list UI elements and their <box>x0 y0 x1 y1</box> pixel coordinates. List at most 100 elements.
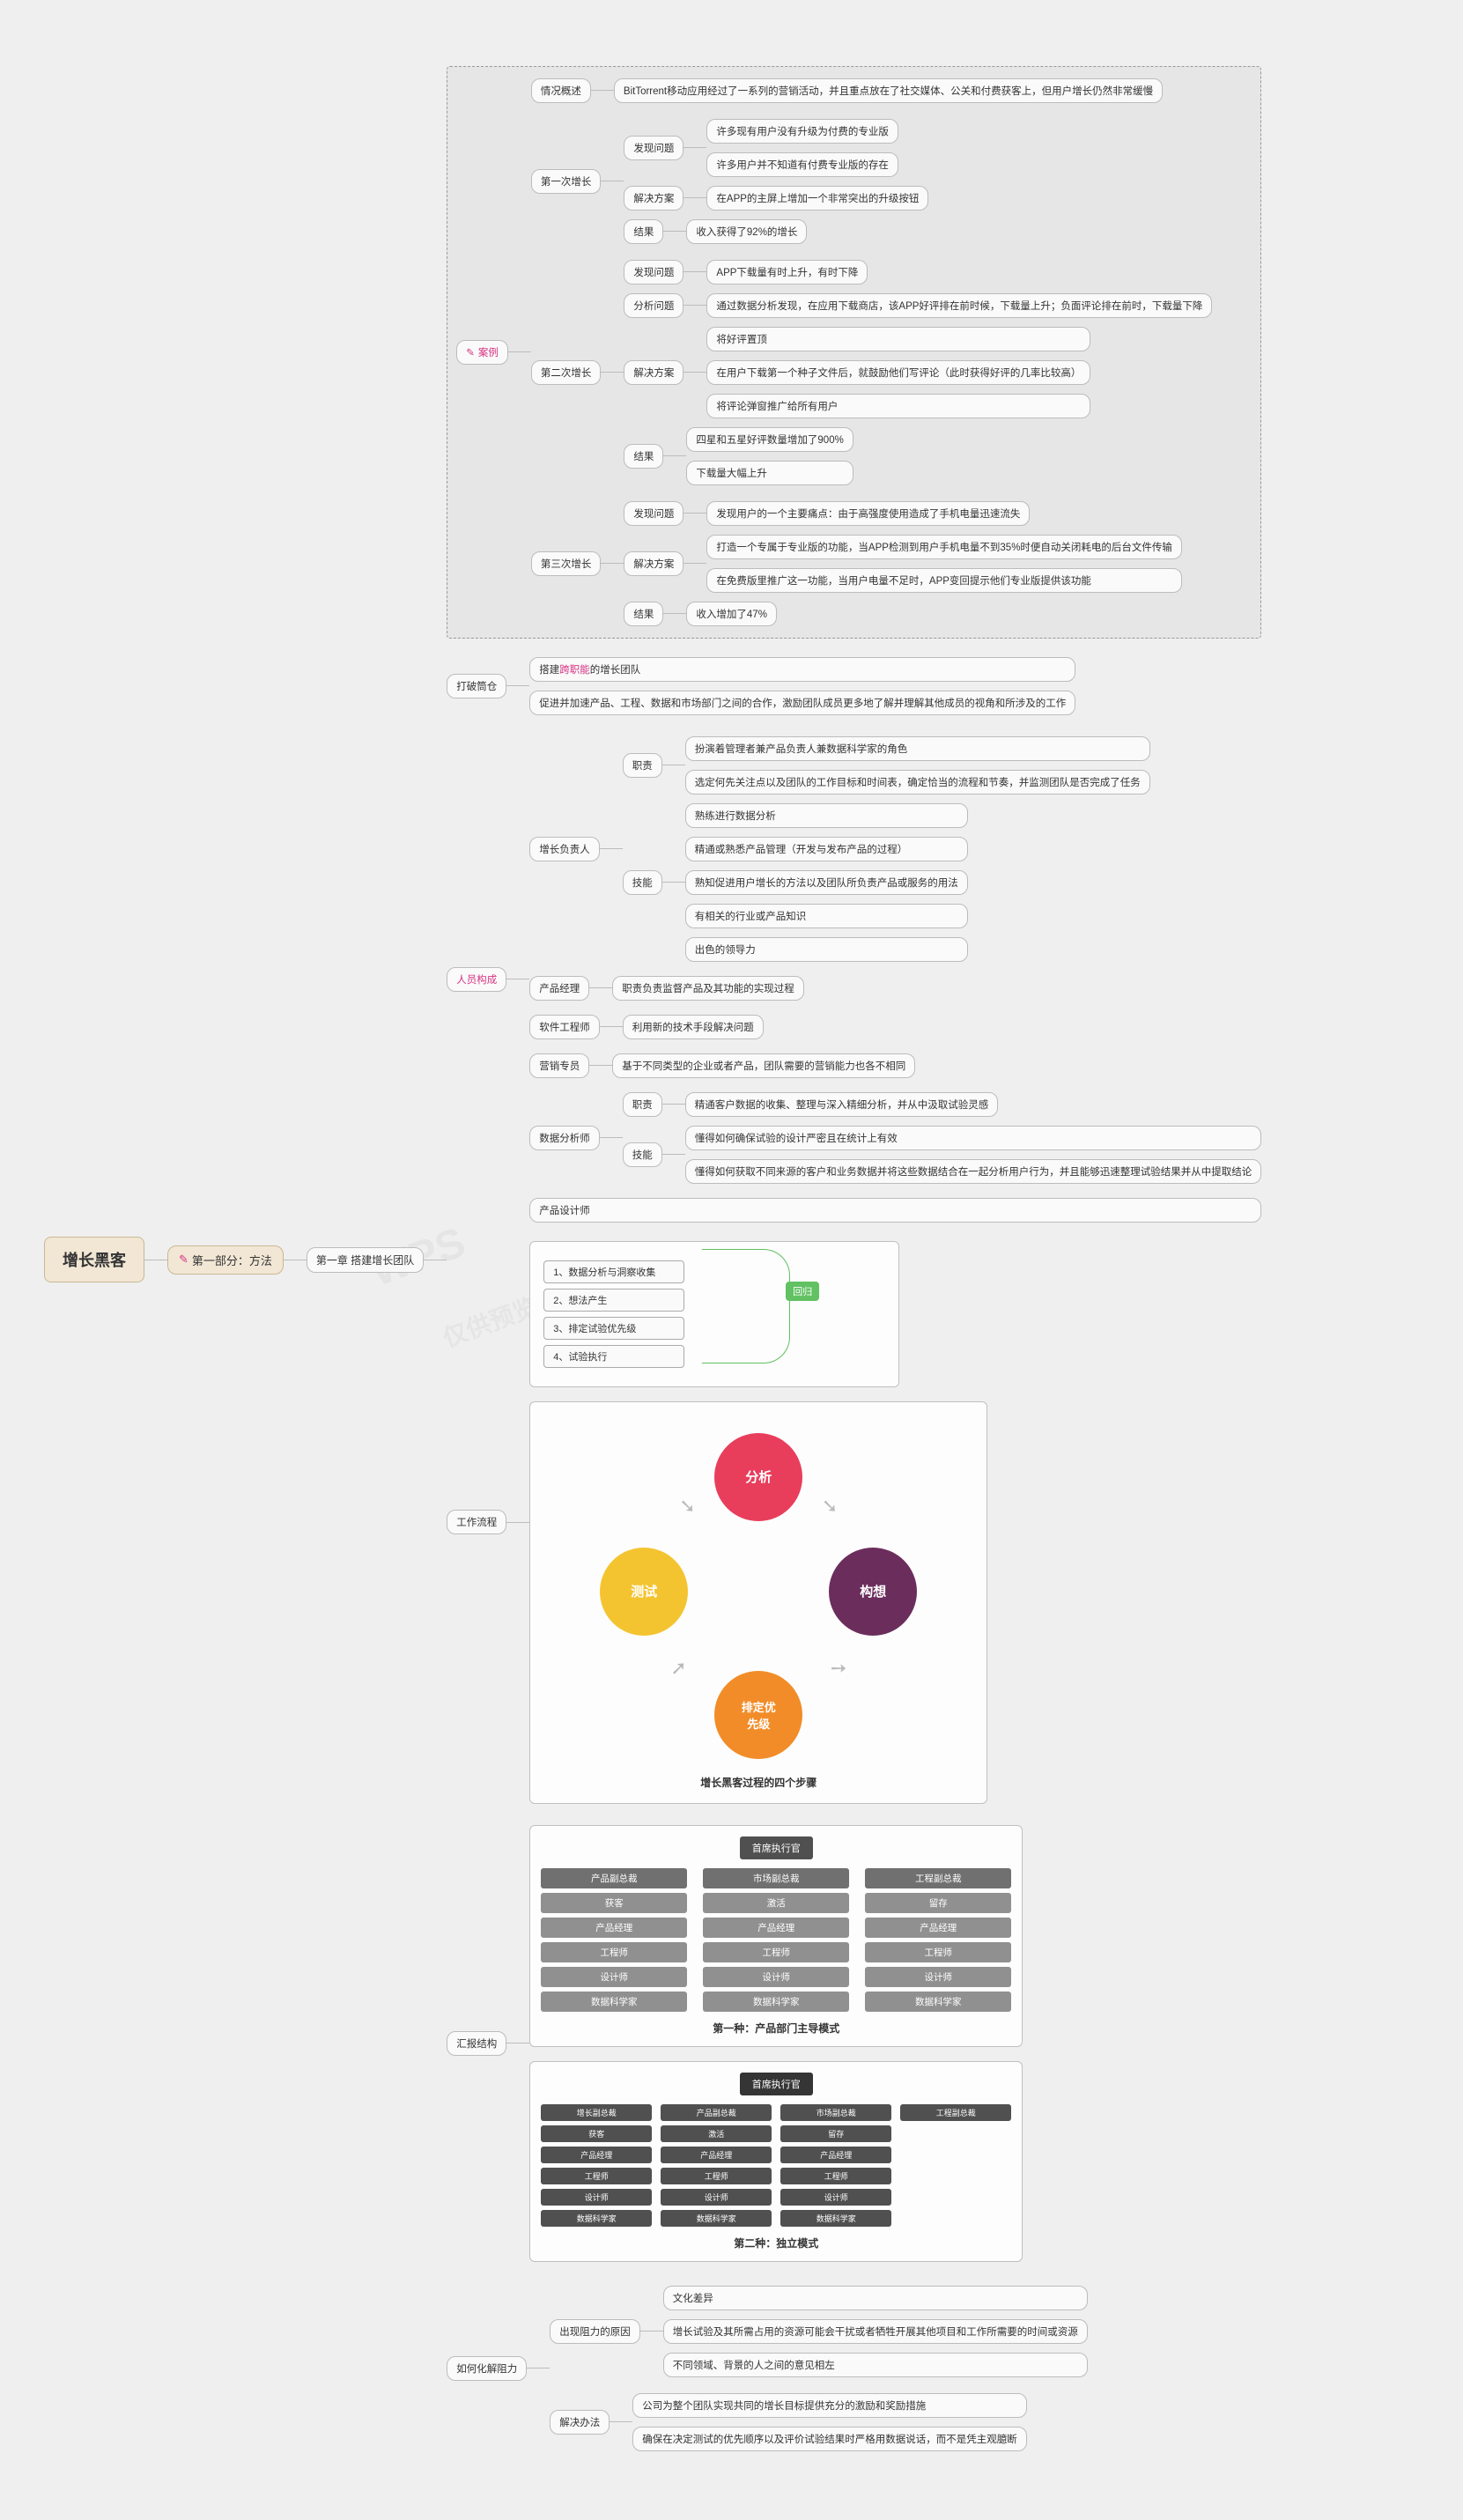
cycle-arrow-icon: ➚ <box>670 1657 686 1680</box>
g1-p1: 许多现有用户没有升级为付费的专业版 <box>706 119 898 144</box>
org-item: 激活 <box>661 2125 772 2142</box>
org-item: 数据科学家 <box>661 2210 772 2227</box>
root-node[interactable]: 增长黑客 <box>44 1237 144 1282</box>
lead-duty-label[interactable]: 职责 <box>623 753 662 778</box>
cycle-arrow-icon: ➘ <box>679 1495 695 1518</box>
case-group: ✎ 案例 情况概述 BitTorrent移动应用经过了一系列的营销活动，并且重点… <box>447 66 1261 639</box>
org-item: 设计师 <box>541 1967 687 1987</box>
data-skill-label[interactable]: 技能 <box>623 1142 662 1167</box>
data-duty-label[interactable]: 职责 <box>623 1092 662 1117</box>
pencil-icon: ✎ <box>466 346 475 358</box>
org-item: 数据科学家 <box>780 2210 891 2227</box>
wf-step-1: 1、数据分析与洞察收集 <box>543 1260 684 1283</box>
org-item: 工程师 <box>865 1942 1011 1962</box>
lead-s4: 有相关的行业或产品知识 <box>685 904 968 928</box>
team-mkt-node[interactable]: 营销专员 <box>529 1053 589 1078</box>
g3-result-label[interactable]: 结果 <box>624 602 663 626</box>
solution-label[interactable]: 解决办法 <box>550 2410 610 2435</box>
org-item: 产品经理 <box>865 1918 1011 1938</box>
chapter1-node[interactable]: 第一章 搭建增长团队 <box>307 1247 424 1273</box>
cycle-ideate: 构想 <box>829 1548 917 1636</box>
org-col-head: 产品副总裁 <box>661 2104 772 2121</box>
report-node[interactable]: 汇报结构 <box>447 2031 506 2056</box>
break-silo-item2: 促进并加速产品、工程、数据和市场部门之间的合作，激励团队成员更多地了解并理解其他… <box>529 691 1075 715</box>
org-item: 数据科学家 <box>703 1992 849 2012</box>
org2-caption: 第二种：独立模式 <box>541 2235 1011 2250</box>
org2-box: 首席执行官 增长副总裁获客产品经理工程师设计师数据科学家产品副总裁激活产品经理工… <box>529 2061 1023 2262</box>
g2-analyze-label[interactable]: 分析问题 <box>624 293 683 318</box>
org1-caption: 第一种：产品部门主导模式 <box>541 2021 1011 2036</box>
org-item: 工程师 <box>541 2168 652 2184</box>
lead-skill-label[interactable]: 技能 <box>623 870 662 895</box>
org-item: 设计师 <box>865 1967 1011 1987</box>
data-duty: 精通客户数据的收集、整理与深入精细分析，并从中汲取试验灵感 <box>685 1092 999 1117</box>
g2-solution-label[interactable]: 解决方案 <box>624 360 683 385</box>
g2-s1: 将好评置顶 <box>706 327 1090 351</box>
part1-label: 第一部分：方法 <box>192 1252 272 1268</box>
g3-s1: 打造一个专属于专业版的功能，当APP检测到用户手机电量不到35%时便自动关闭耗电… <box>706 535 1182 559</box>
data-s1: 懂得如何确保试验的设计严密且在统计上有效 <box>685 1126 1262 1150</box>
org-item: 工程师 <box>780 2168 891 2184</box>
org1-top: 首席执行官 <box>740 1836 813 1859</box>
overview-label[interactable]: 情况概述 <box>531 78 591 103</box>
org-item: 数据科学家 <box>865 1992 1011 2012</box>
org-item: 获客 <box>541 1893 687 1913</box>
team-pd-node[interactable]: 产品设计师 <box>529 1198 1261 1223</box>
org-col-head: 市场副总裁 <box>703 1868 849 1888</box>
g3-problem: 发现用户的一个主要痛点：由于高强度使用造成了手机电量迅速流失 <box>706 501 1030 526</box>
part1-node[interactable]: ✎ 第一部分：方法 <box>167 1245 284 1275</box>
org1-box: 首席执行官 产品副总裁获客产品经理工程师设计师数据科学家市场副总裁激活产品经理工… <box>529 1825 1023 2047</box>
org-item: 工程师 <box>703 1942 849 1962</box>
g1-result-label[interactable]: 结果 <box>624 219 663 244</box>
g2-result-label[interactable]: 结果 <box>624 444 663 469</box>
g2-analyze: 通过数据分析发现，在应用下载商店，该APP好评排在前时候，下载量上升；负面评论排… <box>706 293 1212 318</box>
org-item: 设计师 <box>661 2189 772 2206</box>
cause-3: 不同领域、背景的人之间的意见相左 <box>663 2353 1088 2377</box>
org-item: 留存 <box>865 1893 1011 1913</box>
team-eng-desc: 利用新的技术手段解决问题 <box>623 1015 764 1039</box>
case-node[interactable]: ✎ 案例 <box>456 340 508 365</box>
resistance-node[interactable]: 如何化解阻力 <box>447 2356 527 2381</box>
solution-2: 确保在决定测试的优先顺序以及评价试验结果时严格用数据说话，而不是凭主观臆断 <box>632 2427 1027 2451</box>
org-item: 产品经理 <box>780 2147 891 2163</box>
org-item: 数据科学家 <box>541 1992 687 2012</box>
g3-node[interactable]: 第三次增长 <box>531 551 602 576</box>
cycle-test: 测试 <box>600 1548 688 1636</box>
org-item: 产品经理 <box>541 1918 687 1938</box>
cause-label[interactable]: 出现阻力的原因 <box>550 2319 640 2344</box>
g2-r2: 下载量大幅上升 <box>686 461 853 485</box>
team-node[interactable]: 人员构成 <box>447 967 506 992</box>
g1-solution: 在APP的主屏上增加一个非常突出的升级按钮 <box>706 186 928 211</box>
workflow-node[interactable]: 工作流程 <box>447 1510 506 1534</box>
team-lead-node[interactable]: 增长负责人 <box>529 837 600 861</box>
wf-step-4: 4、试验执行 <box>543 1345 684 1368</box>
lead-s5: 出色的领导力 <box>685 937 968 962</box>
cycle-arrow-icon: ➙ <box>831 1657 846 1680</box>
team-pm-node[interactable]: 产品经理 <box>529 976 589 1001</box>
org-item: 获客 <box>541 2125 652 2142</box>
loop-badge: 回归 <box>786 1282 819 1301</box>
org-col-head: 工程副总裁 <box>865 1868 1011 1888</box>
g3-solution-label[interactable]: 解决方案 <box>624 551 683 576</box>
wf-step-3: 3、排定试验优先级 <box>543 1317 684 1340</box>
g3-result: 收入增加了47% <box>686 602 777 626</box>
break-silo-item1: 搭建跨职能的增长团队 <box>529 657 1075 682</box>
solution-1: 公司为整个团队实现共同的增长目标提供充分的激励和奖励措施 <box>632 2393 1027 2418</box>
workflow-cycle-box: 分析 构想 排定优 先级 测试 ➘ ➙ ➚ ➘ 增长黑客过程的四个步骤 <box>529 1401 987 1804</box>
org-item: 产品经理 <box>541 2147 652 2163</box>
org-item: 设计师 <box>703 1967 849 1987</box>
cycle-prioritize: 排定优 先级 <box>714 1671 802 1759</box>
org-col-head: 工程副总裁 <box>900 2104 1011 2121</box>
org-col-head: 增长副总裁 <box>541 2104 652 2121</box>
team-data-node[interactable]: 数据分析师 <box>529 1126 600 1150</box>
g2-node[interactable]: 第二次增长 <box>531 360 602 385</box>
g3-problem-label[interactable]: 发现问题 <box>624 501 683 526</box>
break-silo-node[interactable]: 打破筒仓 <box>447 674 506 698</box>
g1-result: 收入获得了92%的增长 <box>686 219 807 244</box>
g2-s2: 在用户下载第一个种子文件后，就鼓励他们写评论（此时获得好评的几率比较高） <box>706 360 1090 385</box>
g1-problem-label[interactable]: 发现问题 <box>624 136 683 160</box>
g2-problem-label[interactable]: 发现问题 <box>624 260 683 285</box>
g1-solution-label[interactable]: 解决方案 <box>624 186 683 211</box>
team-eng-node[interactable]: 软件工程师 <box>529 1015 600 1039</box>
g1-node[interactable]: 第一次增长 <box>531 169 602 194</box>
